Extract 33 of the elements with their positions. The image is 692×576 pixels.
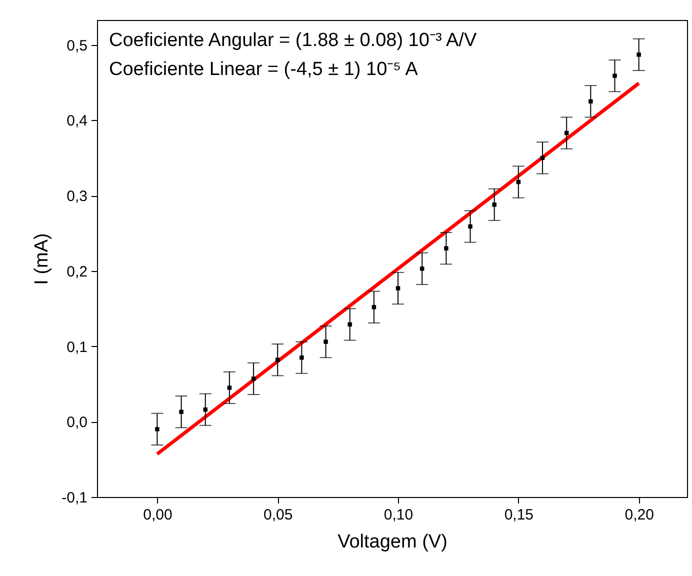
x-tick-label: 0,20 (624, 506, 654, 524)
point (275, 358, 280, 362)
x-tick-label: 0,15 (504, 506, 534, 524)
point (324, 340, 328, 344)
point (251, 376, 256, 381)
point (492, 202, 496, 207)
y-tick-label: 0,5 (66, 37, 88, 54)
point (203, 407, 208, 412)
y-tick-label: 0,2 (66, 263, 88, 280)
point (468, 224, 472, 229)
y-tick-label: 0,0 (66, 414, 88, 432)
point (348, 322, 352, 327)
x-tick-label: 0,05 (264, 506, 293, 524)
point (179, 410, 184, 414)
point (444, 246, 448, 250)
point (612, 74, 617, 78)
annotation: Coeficiente Angular = (1.88 ± 0.08) 10⁻³ A/V (109, 30, 477, 51)
x-tick-label: 0,00 (143, 506, 172, 524)
point (227, 386, 232, 390)
y-axis-title: I (mA) (32, 233, 53, 285)
y-tick-label: 0,4 (66, 112, 88, 130)
point (300, 355, 304, 360)
y-tick-label: 0,1 (66, 338, 88, 356)
point (396, 286, 400, 290)
point (155, 427, 160, 432)
y-tick-label: 0,3 (66, 188, 88, 206)
x-axis-title: Voltagem (V) (338, 532, 448, 552)
y-tick-label: -0,1 (62, 490, 88, 506)
point (588, 99, 593, 104)
x-tick-label: 0,10 (384, 506, 414, 524)
point (420, 266, 424, 271)
point (636, 52, 641, 57)
annotation: Coeficiente Linear = (-4,5 ± 1) 10⁻⁵ A (109, 59, 418, 80)
